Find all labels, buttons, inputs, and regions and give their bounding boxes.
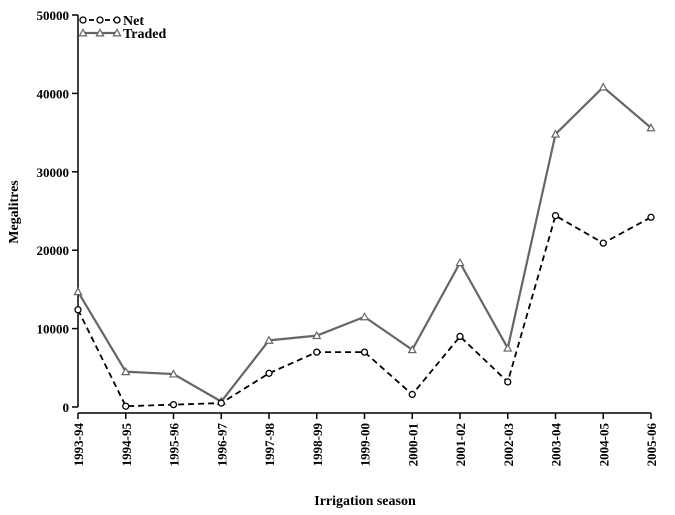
- series-net: [74, 212, 655, 410]
- x-tick-label: 1998-99: [310, 423, 325, 467]
- legend-marker-traded: [112, 28, 122, 37]
- x-axis-title: Irrigation season: [314, 494, 416, 509]
- x-tick-label: 2004-05: [596, 423, 611, 467]
- y-tick-label: 40000: [37, 86, 70, 101]
- data-point-traded: [455, 257, 465, 267]
- data-point-net: [551, 212, 560, 220]
- legend-label-traded: Traded: [123, 27, 167, 42]
- series-layer: [73, 82, 656, 410]
- data-point-net: [599, 239, 607, 247]
- data-point-traded: [407, 344, 417, 354]
- y-axis-title: Megalitres: [7, 180, 22, 244]
- data-point-traded: [73, 286, 83, 296]
- data-point-net: [647, 213, 655, 221]
- x-tick-label: 1996-97: [214, 423, 229, 467]
- x-tick-label: 2002-03: [501, 423, 516, 467]
- series-line-net: [77, 214, 652, 408]
- x-tick-label: 2000-01: [405, 423, 420, 466]
- data-point-traded: [503, 343, 513, 352]
- y-tick-label: 30000: [37, 165, 70, 180]
- data-point-traded: [550, 129, 561, 138]
- legend-marker-net: [96, 16, 104, 24]
- legend-marker-traded: [95, 28, 105, 37]
- data-point-net: [313, 348, 321, 356]
- legend-label-net: Net: [123, 14, 144, 29]
- x-tick-label: 1993-94: [71, 423, 86, 467]
- x-tick-label: 1995-96: [167, 423, 182, 467]
- x-tick-label: 2005-06: [644, 423, 659, 467]
- x-tick-label: 1997-98: [262, 423, 277, 467]
- y-tick-label: 10000: [37, 322, 70, 337]
- legend-marker-net: [79, 16, 87, 24]
- legend-marker-traded: [78, 28, 88, 37]
- x-tick-label: 1999-00: [358, 423, 373, 466]
- data-point-traded: [359, 312, 370, 321]
- y-tick-label: 20000: [37, 243, 70, 258]
- data-point-net: [265, 369, 273, 377]
- legend-item-traded: Traded: [78, 27, 167, 42]
- data-point-net: [74, 306, 82, 314]
- data-point-traded: [312, 330, 322, 340]
- data-point-traded: [121, 366, 131, 376]
- x-tick-label: 1994-95: [119, 423, 134, 467]
- data-point-net: [169, 400, 178, 409]
- data-point-traded: [264, 335, 274, 344]
- data-point-net: [456, 332, 464, 341]
- series-traded: [73, 82, 656, 405]
- data-point-traded: [598, 82, 608, 91]
- data-point-traded: [168, 369, 179, 378]
- x-tick-label: 2003-04: [549, 423, 564, 467]
- data-point-net: [217, 399, 225, 407]
- data-point-traded: [646, 123, 656, 132]
- data-point-net: [360, 348, 369, 356]
- y-tick-label: 0: [63, 400, 70, 415]
- y-axis: 0 10000 20000 30000 40000 50000: [37, 8, 79, 415]
- x-tick-label: 2001-02: [453, 423, 468, 466]
- legend-marker-net: [113, 16, 121, 24]
- data-point-net: [408, 390, 416, 399]
- legend-item-net: Net: [79, 14, 144, 29]
- x-axis: 1993-94 1994-95 1995-96 1996-97 1997-98 1998-…: [71, 412, 659, 467]
- data-point-net: [504, 378, 512, 386]
- data-point-net: [122, 402, 130, 410]
- y-tick-label: 50000: [37, 8, 70, 23]
